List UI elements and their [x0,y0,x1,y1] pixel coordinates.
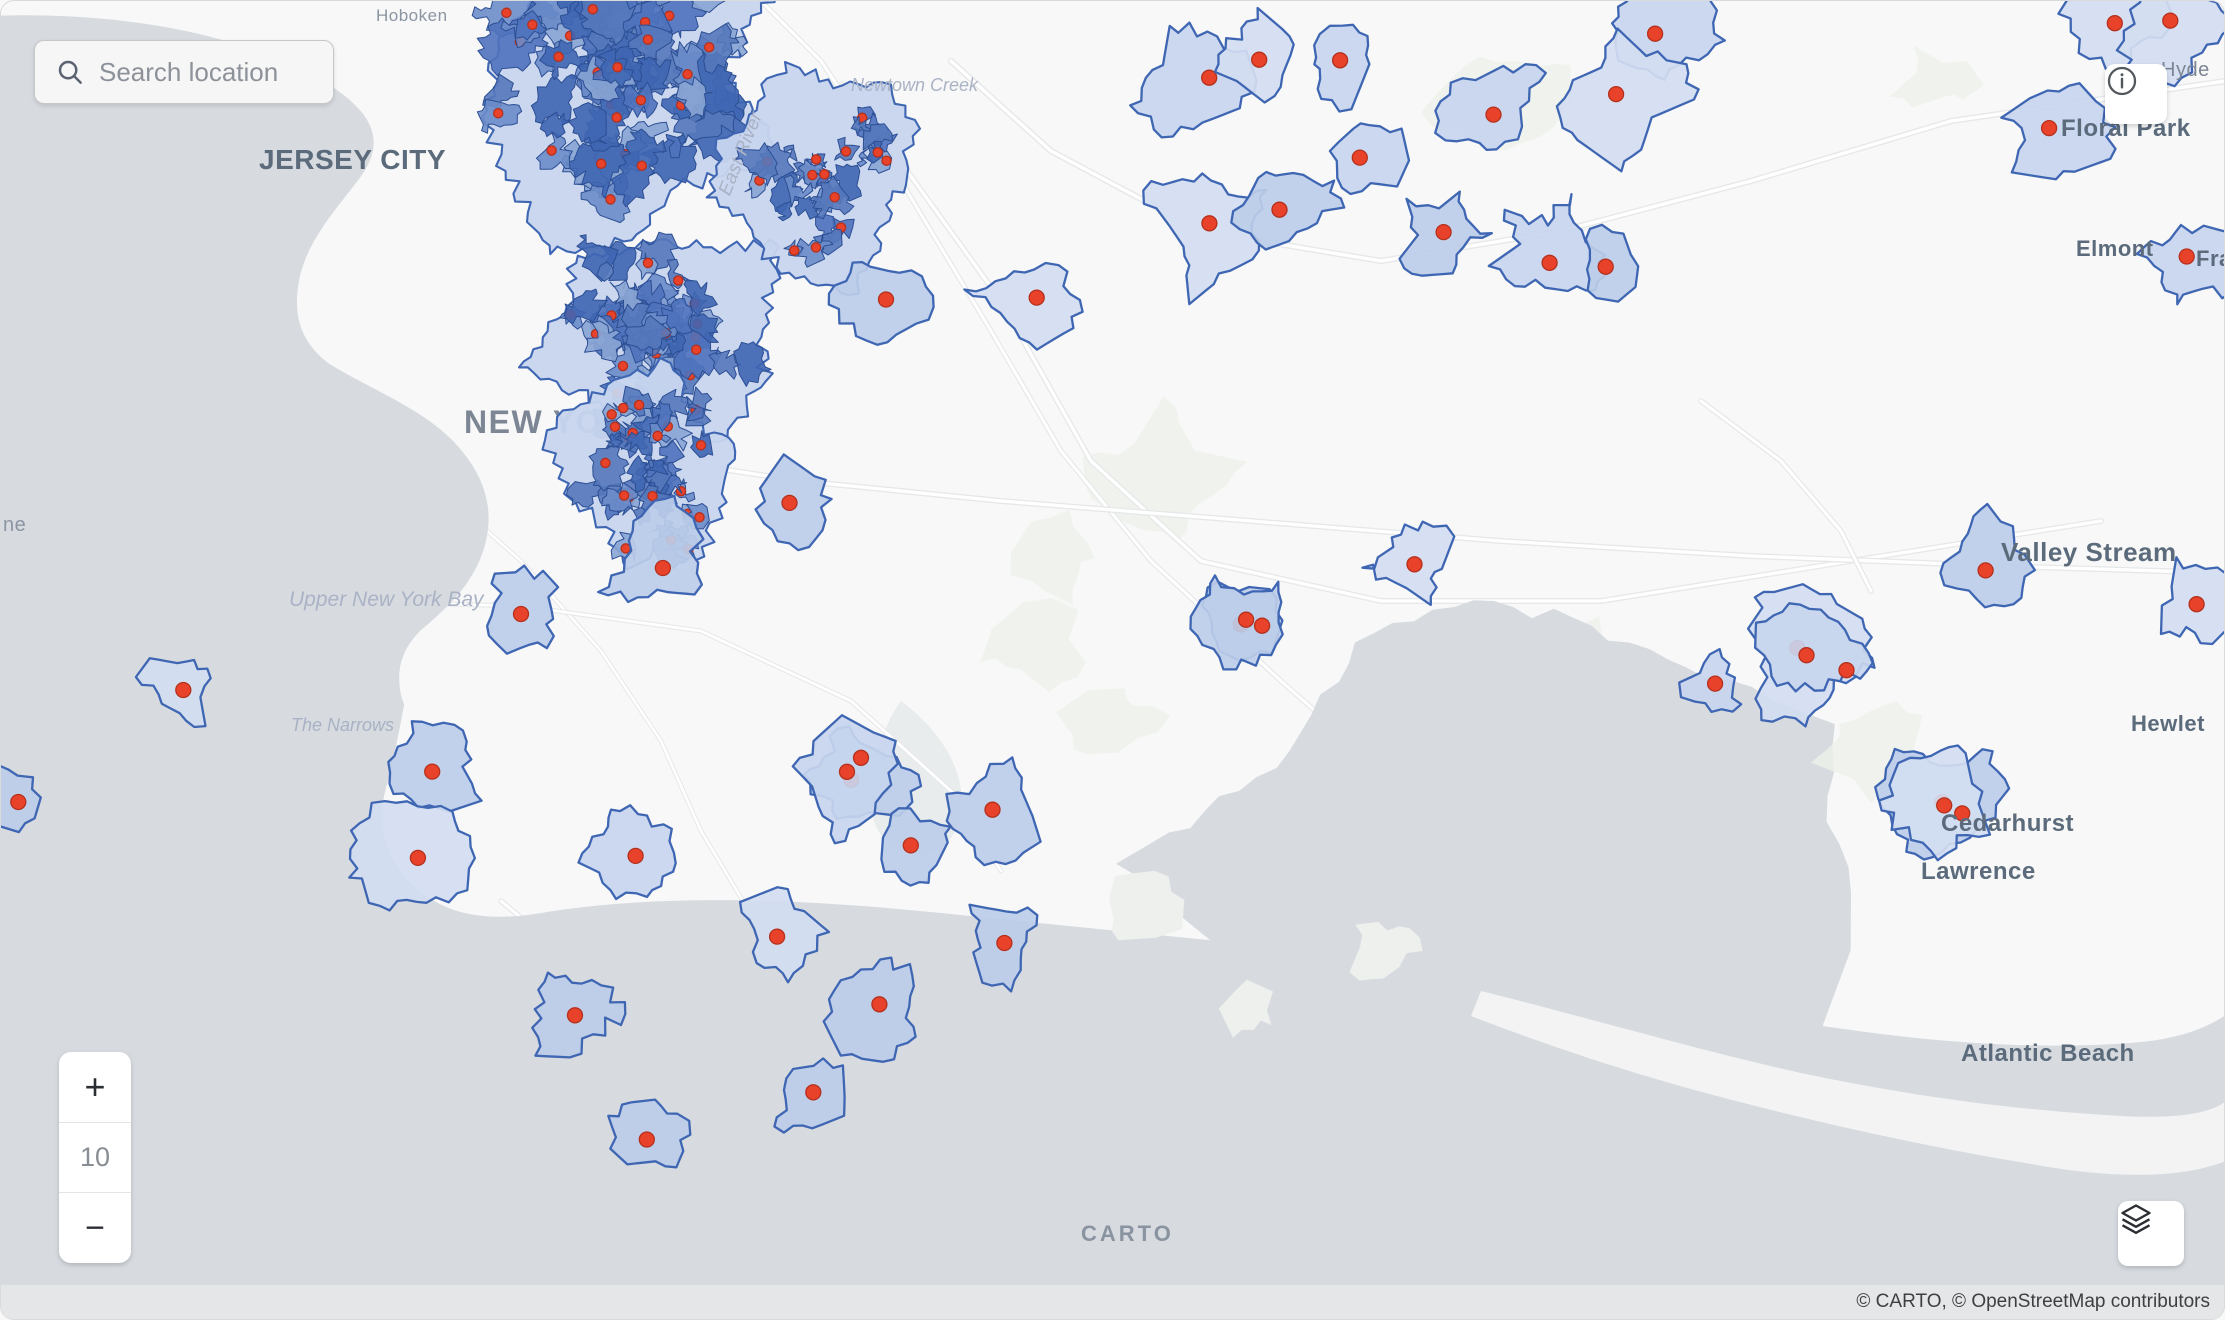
svg-text:Valley Stream: Valley Stream [2001,537,2177,567]
svg-text:Frankl: Frankl [2196,246,2225,271]
svg-text:Hoboken: Hoboken [376,6,448,25]
svg-text:Newtown Creek: Newtown Creek [851,75,979,95]
svg-text:Atlantic Beach: Atlantic Beach [1961,1040,2135,1067]
svg-text:Upper New York Bay: Upper New York Bay [289,588,485,611]
svg-text:JERSEY CITY: JERSEY CITY [259,144,446,175]
svg-text:Hyde: Hyde [2161,59,2210,81]
svg-text:Cedarhurst: Cedarhurst [1941,810,2074,837]
svg-text:The Narrows: The Narrows [291,715,394,735]
svg-text:CARTO: CARTO [1081,1221,1174,1246]
svg-text:ne: ne [3,514,26,536]
svg-text:Elmont: Elmont [2076,236,2154,261]
svg-text:Lawrence: Lawrence [1921,858,2036,885]
svg-text:Hewlet: Hewlet [2131,711,2205,736]
